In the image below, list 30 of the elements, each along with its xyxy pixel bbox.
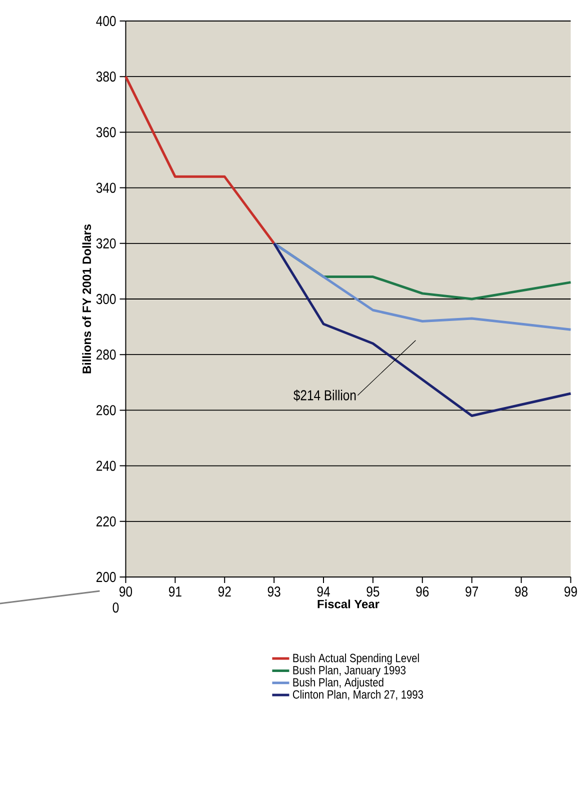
x-tick-label: 97: [466, 586, 478, 597]
y-tick-label: 360: [96, 127, 116, 138]
x-tick-label: 92: [218, 586, 231, 597]
y-tick-label: 340: [96, 182, 116, 193]
legend-label: Bush Plan, January 1993: [293, 666, 406, 677]
legend-label: Bush Actual Spending Level: [293, 653, 419, 665]
x-tick-label: 99: [564, 586, 578, 597]
y-tick-label: 400: [96, 16, 116, 26]
y-tick-label: 380: [96, 72, 116, 82]
y-tick-label: 260: [96, 405, 116, 416]
x-tick-label: 91: [169, 586, 182, 597]
x-tick-label: 94: [317, 586, 330, 597]
legend-label: Bush Plan, Adjusted: [293, 678, 384, 689]
y-tick-label: 240: [96, 460, 116, 471]
y-tick-label: 280: [96, 350, 116, 360]
x-axis-title: Fiscal Year: [318, 600, 380, 608]
x-tick-label: 95: [366, 586, 380, 597]
x-tick-label: 98: [515, 586, 528, 597]
x-tick-label: 93: [268, 586, 280, 597]
y-tick-label: 200: [96, 572, 116, 582]
y-tick-label: 320: [96, 238, 116, 248]
x-tick-label: 96: [416, 586, 429, 597]
y-tick-label: 300: [96, 294, 116, 304]
text: 0: [112, 602, 119, 613]
legend-label: Clinton Plan, March 27, 1993: [293, 690, 424, 700]
x-tick-label: 90: [120, 586, 132, 597]
line-series: [272, 242, 572, 418]
y-tick-label: 220: [96, 516, 116, 526]
y-axis-title: Billions of FY 2001 Dollars: [82, 224, 92, 374]
annotation: $214 Billion: [294, 390, 356, 402]
